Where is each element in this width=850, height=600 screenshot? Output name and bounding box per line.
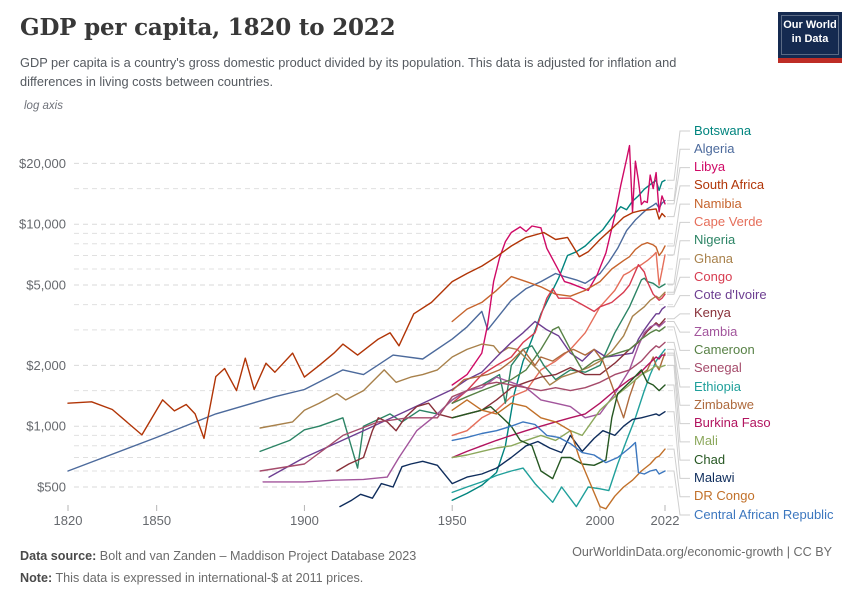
owid-logo-stripe (778, 58, 842, 63)
y-axis-tick-label: $1,000 (26, 419, 66, 434)
legend-connector (667, 352, 690, 406)
series-line-zimbabwe[interactable] (451, 348, 666, 419)
legend-label-senegal[interactable]: Senegal (694, 360, 742, 376)
legend-connector (667, 130, 690, 181)
data-source-label: Data source: (20, 549, 97, 563)
legend-label-namibia[interactable]: Namibia (694, 195, 742, 211)
series-line-libya[interactable] (451, 144, 666, 386)
legend-label-malawi[interactable]: Malawi (694, 469, 735, 485)
legend-connector (667, 341, 690, 370)
legend-connector (667, 470, 690, 516)
x-axis-tick-label: 2000 (586, 513, 615, 528)
data-source-line: Data source: Bolt and van Zanden – Maddi… (20, 545, 416, 567)
legend-label-south-africa[interactable]: South Africa (694, 177, 765, 193)
series-line-namibia[interactable] (451, 242, 666, 323)
legend-label-cote-d-ivoire[interactable]: Cote d'Ivoire (694, 287, 767, 303)
legend-label-botswana[interactable]: Botswana (694, 122, 752, 138)
legend-connector (667, 258, 690, 293)
legend-label-dr-congo[interactable]: DR Congo (694, 488, 755, 504)
legend-connector (667, 276, 690, 295)
y-axis-tick-label: $500 (37, 480, 66, 495)
legend-connector (667, 384, 690, 461)
series-line-cape-verde[interactable] (451, 251, 666, 437)
legend-label-ghana[interactable]: Ghana (694, 250, 734, 266)
legend-connector (667, 240, 690, 285)
legend-connector (667, 354, 690, 425)
legend-label-algeria[interactable]: Algeria (694, 140, 735, 156)
note-text: This data is expressed in international-… (52, 571, 364, 586)
y-axis-tick-label: $10,000 (19, 217, 66, 232)
legend-label-chad[interactable]: Chad (694, 451, 726, 467)
page-title: GDP per capita, 1820 to 2022 (20, 14, 396, 41)
series-line-algeria[interactable] (67, 199, 666, 472)
y-axis-tick-label: $5,000 (26, 278, 66, 293)
series-line-senegal[interactable] (259, 341, 666, 472)
owid-logo-line1: Our World (783, 19, 837, 31)
legend-connector (667, 295, 690, 308)
log-axis-label: log axis (24, 100, 63, 112)
chart-subtitle: GDP per capita is a country's gross dome… (20, 55, 677, 90)
chart-footer: Data source: Bolt and van Zanden – Maddi… (20, 545, 416, 589)
legend-label-central-african-republic[interactable]: Central African Republic (694, 506, 834, 522)
footer-link[interactable]: OurWorldinData.org/economic-growth | CC … (572, 545, 832, 559)
owid-logo[interactable]: Our World in Data (778, 12, 842, 58)
legend-label-nigeria[interactable]: Nigeria (694, 232, 736, 248)
legend-connector (667, 321, 690, 333)
legend-label-cameroon[interactable]: Cameroon (694, 341, 755, 357)
series-line-ghana[interactable] (259, 291, 666, 429)
legend-label-zimbabwe[interactable]: Zimbabwe (694, 396, 754, 412)
legend-connector (667, 203, 690, 247)
y-axis-tick-label: $2,000 (26, 358, 66, 373)
owid-logo-line2: in Data (791, 33, 829, 46)
legend-connector (667, 411, 690, 479)
legend-connector (667, 313, 690, 320)
legend-label-zambia[interactable]: Zambia (694, 323, 738, 339)
legend-label-kenya[interactable]: Kenya (694, 305, 731, 321)
note-line: Note: This data is expressed in internat… (20, 567, 416, 589)
series-line-botswana[interactable] (451, 179, 666, 501)
series-line-burkina-faso[interactable] (451, 354, 666, 459)
legend-label-ethiopia[interactable]: Ethiopia (694, 378, 741, 394)
legend-label-congo[interactable]: Congo (694, 268, 733, 284)
series-line-mali[interactable] (451, 364, 666, 459)
legend-connector (667, 448, 690, 498)
legend-label-libya[interactable]: Libya (694, 159, 726, 175)
legend-connector (667, 148, 690, 201)
series-line-malawi[interactable] (339, 411, 666, 508)
legend-connector (667, 326, 690, 351)
series-line-cameroon[interactable] (451, 326, 666, 404)
legend-connector (667, 167, 690, 205)
legend-label-burkina-faso[interactable]: Burkina Faso (694, 415, 771, 431)
series-line-ethiopia[interactable] (451, 348, 666, 508)
x-axis-tick-label: 2022 (651, 513, 680, 528)
note-label: Note: (20, 571, 53, 586)
series-line-dr-congo[interactable] (451, 399, 666, 510)
series-line-congo[interactable] (451, 264, 666, 404)
x-axis-tick-label: 1850 (142, 513, 171, 528)
x-axis-tick-label: 1950 (438, 513, 467, 528)
x-axis-tick-label: 1900 (290, 513, 319, 528)
y-axis-tick-label: $20,000 (19, 156, 66, 171)
data-source-text: Bolt and van Zanden – Maddison Project D… (96, 549, 417, 563)
legend-connector (667, 185, 690, 218)
legend-label-cape-verde[interactable]: Cape Verde (694, 213, 763, 229)
legend-connector (667, 364, 690, 443)
legend-connector (667, 221, 690, 256)
series-line-nigeria[interactable] (259, 277, 666, 469)
legend-connector (667, 348, 690, 388)
series-line-south-africa[interactable] (67, 208, 666, 440)
series-line-central-african-republic[interactable] (451, 421, 666, 475)
series-line-chad[interactable] (451, 369, 666, 480)
x-axis-tick-label: 1820 (54, 513, 83, 528)
legend-label-mali[interactable]: Mali (694, 433, 718, 449)
